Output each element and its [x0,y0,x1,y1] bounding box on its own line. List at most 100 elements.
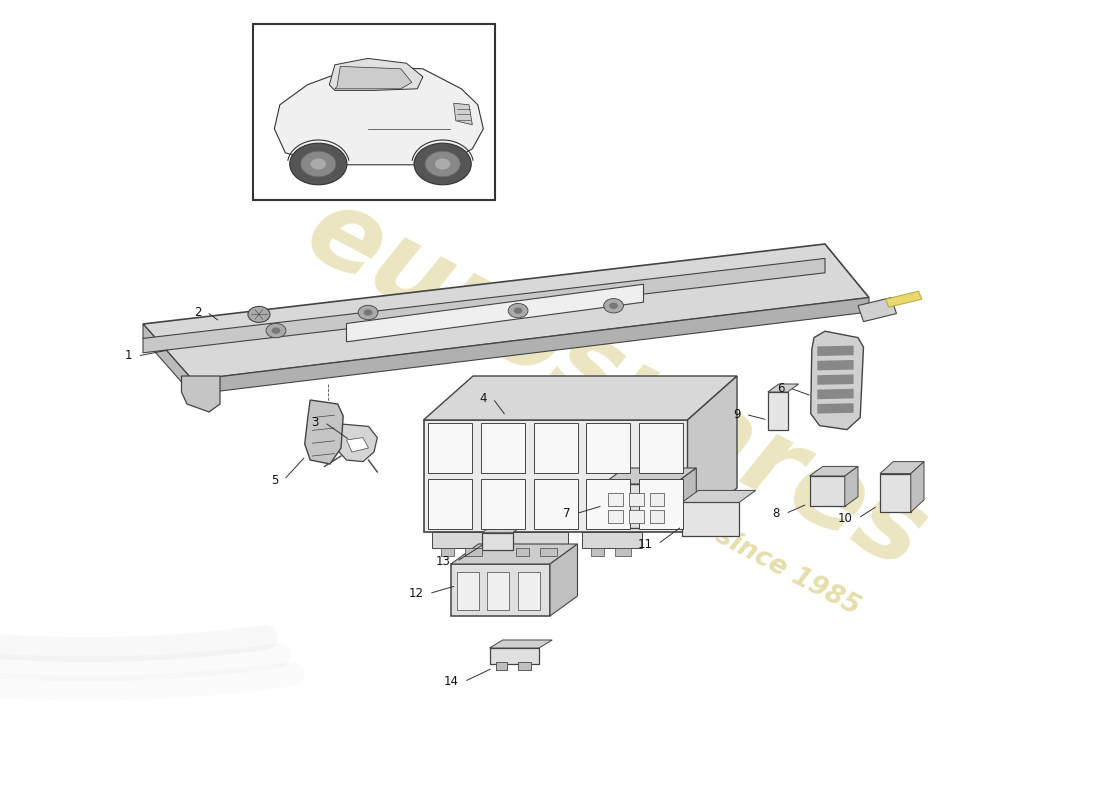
Polygon shape [346,284,644,342]
Text: 11: 11 [637,538,652,550]
Polygon shape [487,572,509,610]
Polygon shape [811,331,864,430]
Circle shape [364,310,373,316]
Polygon shape [603,484,674,528]
Polygon shape [810,476,845,506]
Text: 12: 12 [408,587,424,600]
Polygon shape [490,640,552,648]
Circle shape [359,306,378,320]
Polygon shape [482,525,524,533]
Polygon shape [424,420,688,532]
Circle shape [289,143,346,185]
Polygon shape [482,533,513,550]
Bar [428,423,472,473]
Bar [650,493,664,506]
Polygon shape [880,462,924,474]
Polygon shape [143,244,869,380]
Bar [481,423,525,473]
Polygon shape [674,468,696,528]
Text: 7: 7 [563,507,571,520]
Text: 3: 3 [311,416,319,429]
Polygon shape [810,466,858,476]
Polygon shape [346,438,368,452]
Polygon shape [615,548,631,556]
Text: 1: 1 [124,350,132,362]
Bar [481,479,525,529]
Circle shape [266,323,286,338]
Circle shape [508,303,528,318]
Polygon shape [451,564,550,616]
Polygon shape [682,502,739,536]
Bar [428,479,472,529]
Bar [253,24,495,200]
Polygon shape [682,490,756,502]
Polygon shape [424,376,737,420]
Polygon shape [886,291,922,307]
Circle shape [272,327,280,334]
Text: 9: 9 [733,408,740,421]
Polygon shape [768,384,799,392]
Bar [639,479,683,529]
Circle shape [434,158,450,170]
Polygon shape [817,374,854,385]
Bar [629,493,644,506]
Bar [534,479,578,529]
Text: 14: 14 [443,675,459,688]
Polygon shape [858,298,896,322]
Text: a passion for parts since 1985: a passion for parts since 1985 [455,387,865,621]
Polygon shape [768,392,788,430]
Bar [650,510,664,523]
Polygon shape [817,360,854,370]
Polygon shape [490,648,539,664]
Polygon shape [305,400,343,464]
Polygon shape [143,258,825,353]
Polygon shape [496,662,507,670]
Circle shape [425,151,460,177]
Bar [629,510,644,523]
Polygon shape [603,468,696,484]
Polygon shape [540,548,557,556]
Polygon shape [441,548,454,556]
Bar [534,423,578,473]
Text: 10: 10 [837,512,852,525]
Polygon shape [507,532,568,548]
Polygon shape [550,544,578,616]
Polygon shape [182,376,220,412]
Polygon shape [582,532,642,548]
Text: 4: 4 [480,392,487,405]
Text: 13: 13 [436,555,451,568]
Polygon shape [911,462,924,512]
Polygon shape [516,548,529,556]
Polygon shape [329,58,422,90]
Text: eurospares: eurospares [288,176,944,592]
Polygon shape [845,466,858,506]
Polygon shape [456,572,478,610]
Polygon shape [817,346,854,356]
Polygon shape [334,66,411,89]
Polygon shape [688,376,737,532]
Polygon shape [143,324,192,394]
Text: 2: 2 [194,306,201,318]
Bar [586,423,630,473]
Polygon shape [453,103,472,125]
Text: 8: 8 [772,507,780,520]
Polygon shape [817,403,854,414]
Polygon shape [274,66,483,165]
Circle shape [248,306,270,322]
Polygon shape [518,662,531,670]
Text: 6: 6 [777,382,784,394]
Polygon shape [518,572,540,610]
Circle shape [414,143,471,185]
Bar [608,493,623,506]
Circle shape [609,302,618,309]
Polygon shape [880,474,911,512]
Circle shape [300,151,336,177]
Polygon shape [432,532,493,548]
Circle shape [604,298,624,313]
Bar [586,479,630,529]
Bar [639,423,683,473]
Polygon shape [330,424,377,462]
Polygon shape [591,548,604,556]
Polygon shape [192,298,869,394]
Polygon shape [465,548,482,556]
